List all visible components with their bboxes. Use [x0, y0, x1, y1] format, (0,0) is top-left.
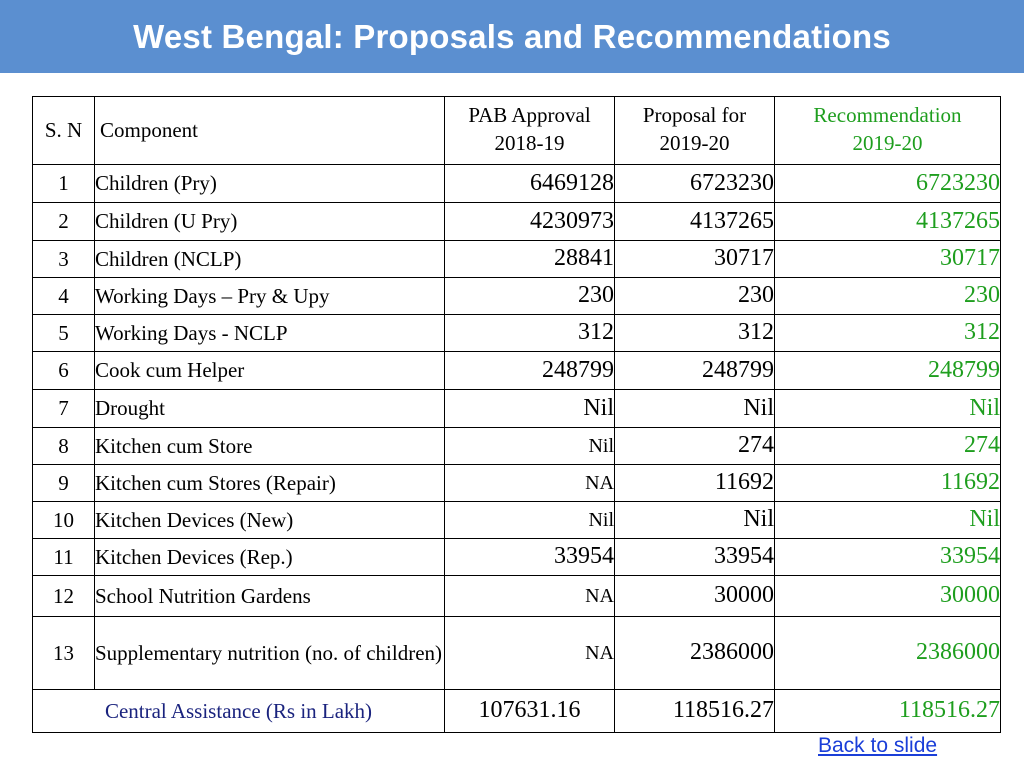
table-row: 9 Kitchen cum Stores (Repair) NA 11692 1… [32, 464, 1001, 502]
row-component: Kitchen Devices (Rep.) [94, 538, 445, 576]
total-pab: 107631.16 [444, 689, 615, 733]
row-component: Children (NCLP) [94, 240, 445, 278]
row-component: Kitchen Devices (New) [94, 501, 445, 539]
row-proposal: 248799 [614, 351, 775, 390]
table-row: 13 Supplementary nutrition (no. of child… [32, 616, 1001, 690]
header-proposal-line1: Proposal for [642, 103, 747, 127]
header-component: Component [94, 96, 445, 165]
title-bar: West Bengal: Proposals and Recommendatio… [0, 0, 1024, 73]
header-row: S. N Component PAB Approval 2018-19 Prop… [32, 96, 1001, 165]
header-sn: S. N [32, 96, 95, 165]
row-proposal: Nil [614, 389, 775, 428]
row-pab: 28841 [444, 240, 615, 278]
row-pab: 248799 [444, 351, 615, 390]
header-pab-line2: 2018-19 [494, 131, 565, 156]
row-sn: 4 [32, 277, 95, 315]
header-pab-line1: PAB Approval [468, 103, 591, 127]
row-sn: 6 [32, 351, 95, 390]
row-sn: 12 [32, 575, 95, 617]
row-proposal: 312 [614, 314, 775, 352]
row-proposal: 2386000 [614, 616, 775, 690]
row-sn: 11 [32, 538, 95, 576]
row-component: Kitchen cum Stores (Repair) [94, 464, 445, 502]
table-row: 1 Children (Pry) 6469128 6723230 6723230 [32, 164, 1001, 203]
row-sn: 13 [32, 616, 95, 690]
row-recommendation: Nil [774, 501, 1001, 539]
row-proposal: 30717 [614, 240, 775, 278]
row-proposal: 6723230 [614, 164, 775, 203]
row-recommendation: 274 [774, 427, 1001, 465]
row-proposal: 33954 [614, 538, 775, 576]
table-row: 4 Working Days – Pry & Upy 230 230 230 [32, 277, 1001, 315]
row-pab: NA [444, 464, 615, 502]
total-row: Central Assistance (Rs in Lakh) 107631.1… [32, 689, 1001, 733]
row-sn: 2 [32, 202, 95, 241]
row-recommendation: 11692 [774, 464, 1001, 502]
table-row: 5 Working Days - NCLP 312 312 312 [32, 314, 1001, 352]
proposals-table: S. N Component PAB Approval 2018-19 Prop… [32, 96, 1001, 733]
row-component: Cook cum Helper [94, 351, 445, 390]
row-proposal: 4137265 [614, 202, 775, 241]
row-pab: 4230973 [444, 202, 615, 241]
row-pab: 33954 [444, 538, 615, 576]
row-proposal: 274 [614, 427, 775, 465]
row-component: School Nutrition Gardens [94, 575, 445, 617]
row-pab: 312 [444, 314, 615, 352]
row-recommendation: 248799 [774, 351, 1001, 390]
header-rec-line1: Recommendation [813, 103, 962, 127]
row-sn: 10 [32, 501, 95, 539]
row-component: Working Days - NCLP [94, 314, 445, 352]
row-recommendation: 2386000 [774, 616, 1001, 690]
row-sn: 8 [32, 427, 95, 465]
row-pab: NA [444, 575, 615, 617]
total-proposal: 118516.27 [614, 689, 775, 733]
row-sn: 7 [32, 389, 95, 428]
row-sn: 3 [32, 240, 95, 278]
table-row: 2 Children (U Pry) 4230973 4137265 41372… [32, 202, 1001, 241]
row-component: Drought [94, 389, 445, 428]
row-recommendation: 312 [774, 314, 1001, 352]
row-sn: 5 [32, 314, 95, 352]
header-recommendation: Recommendation 2019-20 [774, 96, 1001, 165]
table-row: 10 Kitchen Devices (New) Nil Nil Nil [32, 501, 1001, 539]
row-proposal: 230 [614, 277, 775, 315]
header-proposal-line2: 2019-20 [659, 131, 730, 156]
table-row: 8 Kitchen cum Store Nil 274 274 [32, 427, 1001, 465]
header-rec-line2: 2019-20 [852, 131, 923, 156]
row-recommendation: 230 [774, 277, 1001, 315]
row-component: Kitchen cum Store [94, 427, 445, 465]
row-proposal: Nil [614, 501, 775, 539]
row-component: Supplementary nutrition (no. of children… [94, 616, 445, 690]
total-recommendation: 118516.27 [774, 689, 1001, 733]
table-row: 11 Kitchen Devices (Rep.) 33954 33954 33… [32, 538, 1001, 576]
row-component: Children (Pry) [94, 164, 445, 203]
row-recommendation: 30717 [774, 240, 1001, 278]
row-pab: 230 [444, 277, 615, 315]
header-proposal: Proposal for 2019-20 [614, 96, 775, 165]
row-sn: 9 [32, 464, 95, 502]
row-pab: 6469128 [444, 164, 615, 203]
row-pab: Nil [444, 501, 615, 539]
row-component: Working Days – Pry & Upy [94, 277, 445, 315]
row-recommendation: 6723230 [774, 164, 1001, 203]
row-recommendation: 4137265 [774, 202, 1001, 241]
row-proposal: 30000 [614, 575, 775, 617]
row-sn: 1 [32, 164, 95, 203]
total-label: Central Assistance (Rs in Lakh) [32, 689, 445, 733]
row-recommendation: 33954 [774, 538, 1001, 576]
row-component: Children (U Pry) [94, 202, 445, 241]
table-row: 3 Children (NCLP) 28841 30717 30717 [32, 240, 1001, 278]
page-title: West Bengal: Proposals and Recommendatio… [133, 17, 891, 55]
row-pab: Nil [444, 389, 615, 428]
back-to-slide-link[interactable]: Back to slide [818, 734, 938, 757]
row-pab: Nil [444, 427, 615, 465]
table-row: 7 Drought Nil Nil Nil [32, 389, 1001, 428]
table-row: 12 School Nutrition Gardens NA 30000 300… [32, 575, 1001, 617]
row-proposal: 11692 [614, 464, 775, 502]
row-pab: NA [444, 616, 615, 690]
row-recommendation: 30000 [774, 575, 1001, 617]
row-recommendation: Nil [774, 389, 1001, 428]
header-pab-approval: PAB Approval 2018-19 [444, 96, 615, 165]
table-row: 6 Cook cum Helper 248799 248799 248799 [32, 351, 1001, 390]
